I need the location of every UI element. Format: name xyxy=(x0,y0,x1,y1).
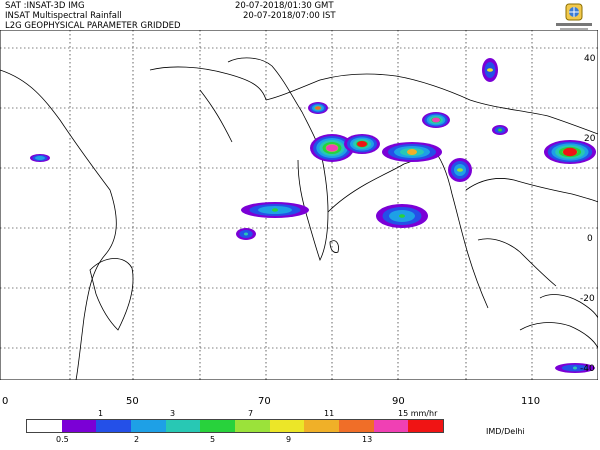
rain-cell-4 xyxy=(422,112,450,128)
rain-cell-6 xyxy=(241,202,309,218)
lat-tick-0: 0 xyxy=(587,234,593,244)
lon-tick-70: 70 xyxy=(258,396,271,407)
legend-swatch-9 xyxy=(339,420,374,432)
legend-swatch-11 xyxy=(408,420,444,432)
legend-label-5: 5 xyxy=(210,435,216,444)
rain-cell-11 xyxy=(492,125,508,135)
time-ist: 20-07-2018/07:00 IST xyxy=(243,11,336,21)
rain-cell-10 xyxy=(448,158,472,182)
lat-tick-20s: -20 xyxy=(580,294,595,304)
rain-cell-8 xyxy=(376,204,428,228)
rainfall-color-scale xyxy=(26,419,444,433)
rain-core xyxy=(244,232,248,236)
source-credit: IMD/Delhi xyxy=(486,427,525,436)
rain-cell-5 xyxy=(308,102,328,114)
rain-core xyxy=(315,106,321,110)
rain-core xyxy=(326,144,338,152)
rain-cell-3 xyxy=(544,140,596,164)
legend-label-15-unit: 15 mm/hr xyxy=(398,409,438,418)
legend-swatch-7 xyxy=(269,420,305,432)
rain-core xyxy=(487,68,493,72)
coastlines xyxy=(0,57,598,380)
rain-core xyxy=(432,117,440,123)
rain-cell-1 xyxy=(344,134,380,154)
rain-core xyxy=(563,147,577,157)
lon-tick-50: 50 xyxy=(126,396,139,407)
lat-tick-40n: 40 xyxy=(584,54,596,64)
lat-tick-40s: -40 xyxy=(580,364,595,374)
legend-label-11: 11 xyxy=(324,409,335,418)
imd-emblem-icon xyxy=(556,3,592,30)
legend-swatch-2 xyxy=(96,420,132,432)
legend-swatch-3 xyxy=(131,420,166,432)
legend-label-0-5: 0.5 xyxy=(56,435,69,444)
time-gmt: 20-07-2018/01:30 GMT xyxy=(235,1,334,11)
legend-swatch-8 xyxy=(304,420,340,432)
rain-core xyxy=(573,366,577,370)
lon-tick-0: 0 xyxy=(2,396,9,407)
product-level: L2G GEOPHYSICAL PARAMETER GRIDDED xyxy=(5,21,181,31)
lon-tick-110: 110 xyxy=(521,396,541,407)
lon-tick-90: 90 xyxy=(392,396,405,407)
legend-swatch-4 xyxy=(165,420,201,432)
product-header: SAT :INSAT-3D IMG INSAT Multispectral Ra… xyxy=(0,0,600,31)
legend-swatch-10 xyxy=(373,420,409,432)
rainfall-cells xyxy=(30,58,596,373)
rain-cell-9 xyxy=(482,58,498,82)
rain-cell-0 xyxy=(310,134,354,162)
rain-core xyxy=(357,141,367,147)
rain-cell-12 xyxy=(30,154,50,162)
rain-cell-2 xyxy=(382,142,442,162)
product-name: INSAT Multispectral Rainfall xyxy=(5,11,122,21)
legend-label-1: 1 xyxy=(98,409,104,418)
legend-label-3: 3 xyxy=(170,409,176,418)
legend-label-9: 9 xyxy=(286,435,292,444)
lat-tick-20n: 20 xyxy=(584,134,596,144)
rain-core xyxy=(38,156,42,160)
legend-label-2: 2 xyxy=(134,435,140,444)
rain-core xyxy=(399,214,405,218)
rain-core xyxy=(407,149,417,155)
legend-swatch-5 xyxy=(200,420,236,432)
rain-cell-7 xyxy=(236,228,256,240)
legend-label-7: 7 xyxy=(248,409,254,418)
legend-swatch-1 xyxy=(61,420,97,432)
rain-core xyxy=(272,208,278,212)
rain-core xyxy=(457,168,463,172)
rain-cell-13 xyxy=(555,363,595,373)
satellite-label: SAT :INSAT-3D IMG xyxy=(5,1,85,11)
legend-swatch-6 xyxy=(235,420,270,432)
legend-swatch-0 xyxy=(27,420,62,432)
legend-label-13: 13 xyxy=(362,435,373,444)
rainfall-map xyxy=(0,30,598,380)
rain-core xyxy=(498,128,502,132)
